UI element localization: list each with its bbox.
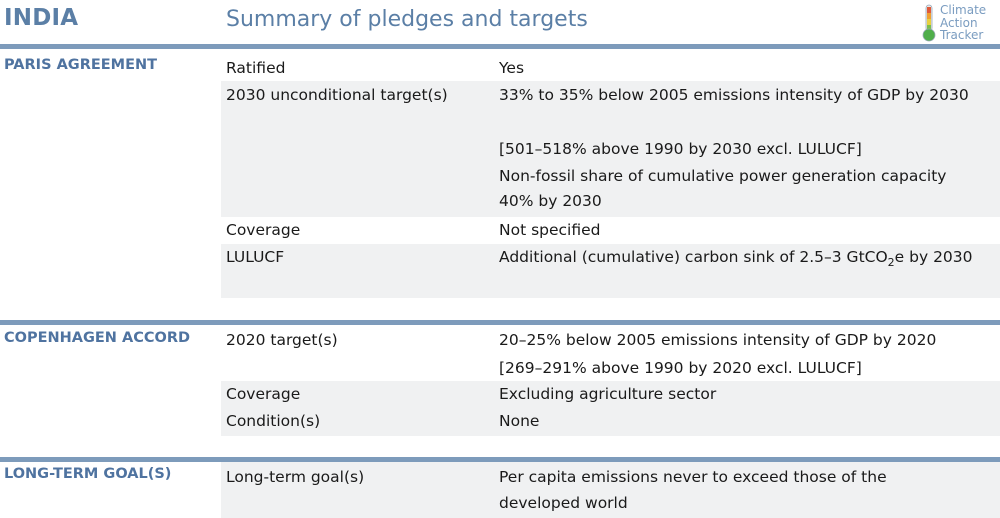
logo-text: Climate Action Tracker [940, 4, 986, 42]
value-lulucf: Additional (cumulative) carbon sink of 2… [499, 245, 973, 270]
value-ratified: Yes [499, 59, 525, 77]
header: INDIA Summary of pledges and targets Cli… [0, 0, 1000, 44]
value-lulucf-end: e by 2030 [894, 248, 973, 266]
row-coverage [221, 217, 1000, 244]
value-coverage-copenhagen: Excluding agriculture sector [499, 385, 717, 403]
value-long-term-goal-line-1: Per capita emissions never to exceed tho… [499, 468, 887, 486]
row-2020-target [221, 327, 1000, 381]
value-lulucf-main: Additional (cumulative) carbon sink of 2… [499, 248, 888, 266]
key-long-term-goal: Long-term goal(s) [226, 468, 365, 486]
logo-line-3: Tracker [940, 28, 984, 42]
value-2030-target-line-4: 40% by 2030 [499, 192, 602, 210]
value-conditions: None [499, 412, 540, 430]
logo-line-2: Action [940, 15, 978, 30]
row-lulucf [221, 244, 1000, 298]
key-coverage-paris: Coverage [226, 221, 301, 239]
thermometer-icon [922, 4, 936, 42]
value-2030-target-line-3: Non-fossil share of cumulative power gen… [499, 167, 947, 185]
logo-line-1: Climate [940, 3, 987, 17]
key-lulucf: LULUCF [226, 248, 285, 266]
page-title: Summary of pledges and targets [226, 7, 588, 32]
row-ratified [221, 55, 1000, 81]
value-coverage-paris: Not specified [499, 221, 601, 239]
section-label-paris: PARIS AGREEMENT [4, 57, 158, 73]
row-long-term-goal [221, 462, 1000, 518]
key-2030-target: 2030 unconditional target(s) [226, 86, 448, 104]
section-label-copenhagen: COPENHAGEN ACCORD [4, 330, 191, 346]
value-lulucf-subscript: 2 [887, 256, 895, 270]
row-2030-target [221, 81, 1000, 217]
value-long-term-goal-line-2: developed world [499, 494, 628, 512]
key-2020-target: 2020 target(s) [226, 331, 338, 349]
section-divider-copenhagen [0, 320, 1000, 325]
climate-action-tracker-logo: Climate Action Tracker [920, 3, 998, 43]
value-2020-target-line-2: [269–291% above 1990 by 2020 excl. LULUC… [499, 359, 862, 377]
value-2030-target-line-1: 33% to 35% below 2005 emissions intensit… [499, 86, 969, 104]
country-title: INDIA [4, 5, 79, 31]
row-coverage-copenhagen [221, 381, 1000, 408]
section-divider-longterm [0, 457, 1000, 462]
key-ratified: Ratified [226, 59, 286, 77]
key-coverage-copenhagen: Coverage [226, 385, 301, 403]
row-conditions [221, 408, 1000, 436]
section-label-longterm: LONG-TERM GOAL(S) [4, 466, 172, 482]
key-conditions: Condition(s) [226, 412, 321, 430]
value-2020-target-line-1: 20–25% below 2005 emissions intensity of… [499, 331, 937, 349]
value-2030-target-line-2: [501–518% above 1990 by 2030 excl. LULUC… [499, 140, 862, 158]
section-divider-paris [0, 44, 1000, 49]
